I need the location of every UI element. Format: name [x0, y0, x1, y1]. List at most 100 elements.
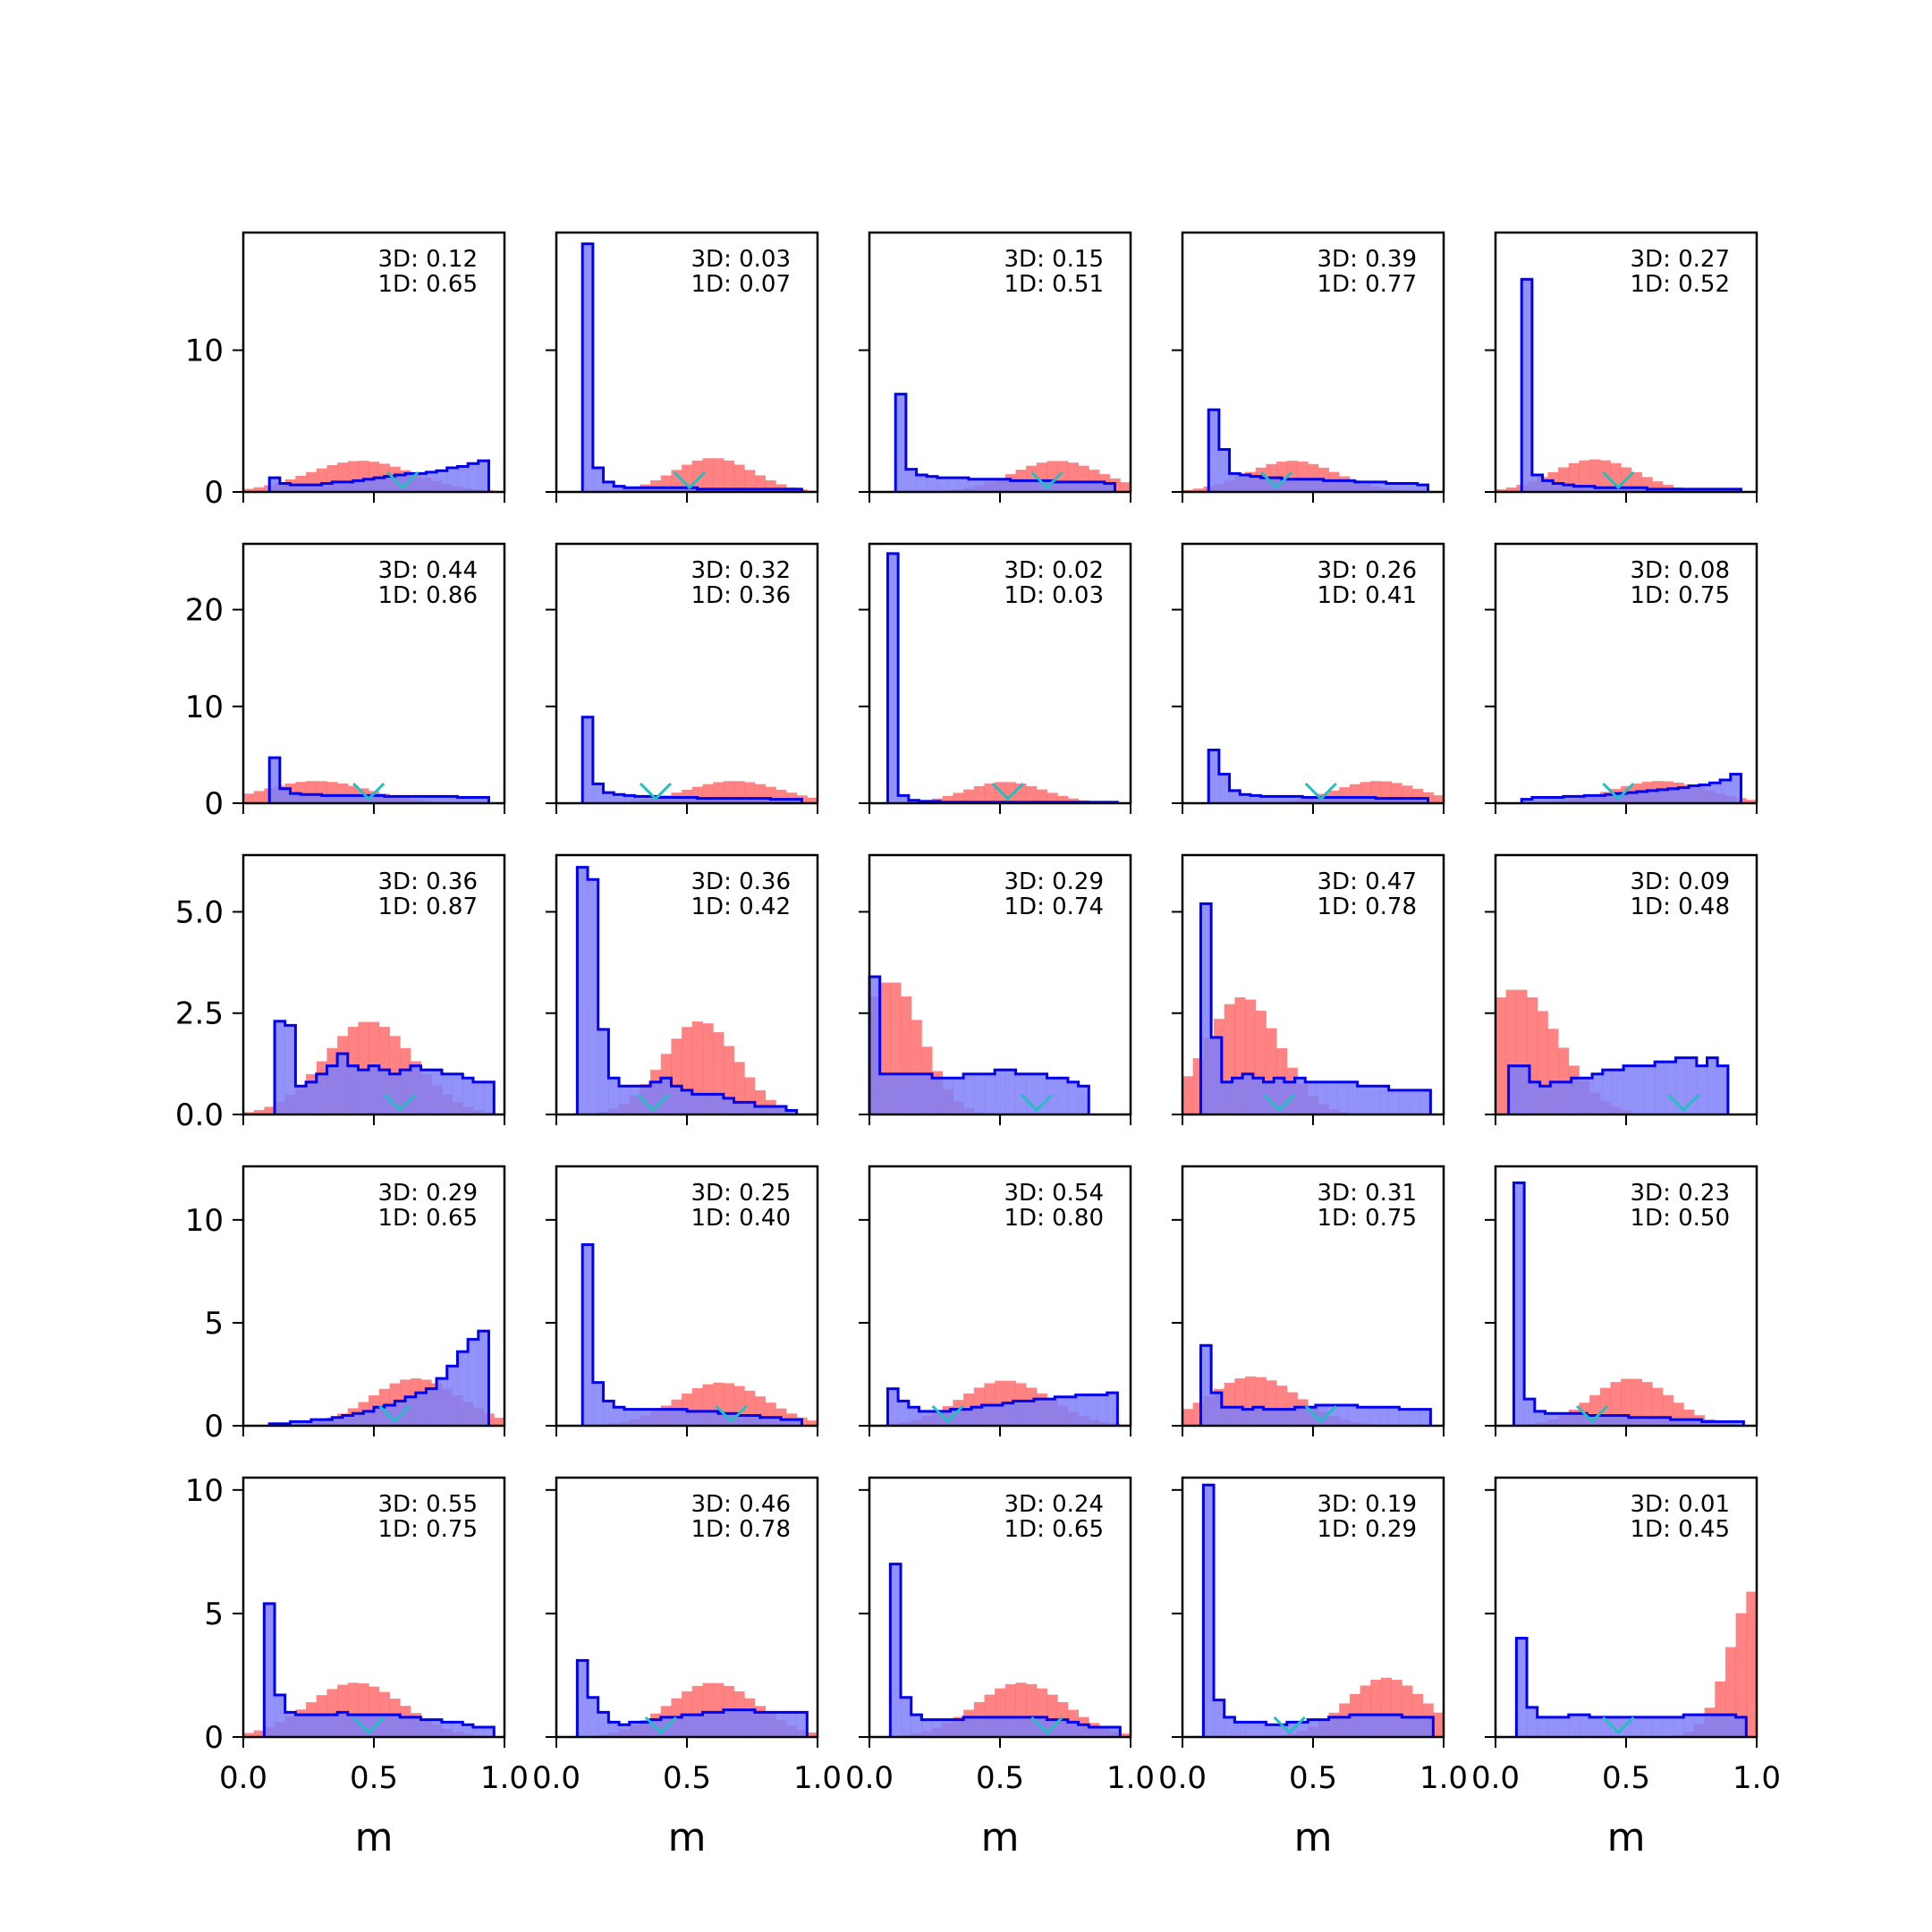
red-bar	[1067, 798, 1079, 803]
blue-bar	[927, 476, 938, 492]
y-tick-label: 10	[185, 334, 224, 369]
blue-bar	[1399, 1409, 1411, 1426]
blue-bar	[316, 1715, 327, 1737]
blue-bar	[1407, 798, 1419, 803]
blue-bar	[1344, 480, 1356, 492]
annotation-3d: 3D: 0.09	[1631, 869, 1730, 895]
blue-outline	[1507, 1056, 1730, 1114]
red-bar	[682, 464, 693, 492]
blue-bar	[676, 487, 688, 492]
blue-bar	[1250, 476, 1261, 492]
blue-bar	[1346, 1081, 1359, 1114]
marker-v	[1030, 470, 1063, 490]
marker-v	[1262, 1093, 1296, 1113]
blue-bar	[1221, 1081, 1233, 1114]
blue-bar	[603, 792, 614, 803]
blue-bar	[1334, 797, 1345, 803]
blue-bar	[984, 1073, 996, 1114]
blue-bar	[1521, 279, 1533, 492]
blue-bar	[1683, 1715, 1695, 1737]
blue-bar	[989, 479, 1001, 492]
blue-bar	[301, 794, 312, 803]
marker-v	[352, 782, 386, 801]
blue-bar	[619, 1086, 631, 1114]
blue-bar	[264, 1603, 275, 1737]
red-bar	[702, 1023, 714, 1114]
blue-bar	[1529, 1081, 1541, 1114]
blue-bar	[1026, 1716, 1038, 1737]
blue-bar	[879, 1073, 891, 1114]
red-bar	[1631, 1378, 1642, 1426]
marker-v	[1304, 782, 1337, 801]
blue-bar	[1579, 1715, 1590, 1737]
blue-bar	[295, 1715, 307, 1737]
blue-bar	[995, 1716, 1006, 1737]
annotation-3d: 3D: 0.24	[1004, 1491, 1104, 1518]
blue-bar	[1380, 1715, 1392, 1737]
blue-bar	[614, 486, 625, 492]
blue-bar	[306, 1081, 318, 1114]
annotation-3d: 3D: 0.36	[378, 869, 478, 895]
blue-bar	[1615, 487, 1627, 492]
blue-outline	[580, 716, 803, 803]
blue-bar	[306, 1715, 318, 1737]
blue-bar	[1250, 795, 1261, 803]
blue-bar	[352, 480, 364, 492]
blue-bar	[1581, 1078, 1593, 1114]
blue-bar	[785, 1110, 798, 1114]
blue-bar	[389, 1073, 401, 1114]
blue-bar	[483, 1726, 495, 1737]
blue-bar	[269, 478, 281, 492]
blue-bar	[462, 1724, 474, 1737]
blue-bar	[697, 1411, 708, 1426]
blue-bar	[1357, 1407, 1368, 1426]
blue-bar	[1229, 790, 1241, 803]
x-tick-label: 0.5	[663, 1760, 711, 1796]
blue-bar	[446, 1366, 458, 1426]
blue-bar	[1516, 1638, 1528, 1737]
blue-bar	[1644, 1065, 1656, 1114]
blue-bar	[342, 481, 354, 492]
blue-bar	[992, 1404, 1004, 1426]
blue-bar	[441, 1722, 453, 1737]
annotation-1d: 1D: 0.77	[1318, 271, 1417, 298]
blue-bar	[1002, 1402, 1013, 1426]
blue-bar	[1613, 1070, 1624, 1114]
blue-bar	[400, 1716, 411, 1737]
red-bar	[691, 460, 703, 492]
blue-bar	[1323, 797, 1335, 803]
blue-bar	[1678, 488, 1690, 492]
red-bar	[1735, 1613, 1747, 1737]
blue-bar	[1305, 1081, 1317, 1114]
marker-v	[1020, 1093, 1053, 1113]
blue-bar	[1542, 480, 1554, 492]
blue-bar	[369, 1065, 380, 1114]
blue-bar	[582, 1244, 594, 1426]
blue-bar	[901, 1073, 912, 1114]
annotation-1d: 1D: 0.40	[691, 1205, 791, 1232]
blue-bar	[1346, 1404, 1359, 1426]
blue-bar	[1208, 750, 1220, 803]
blue-bar	[791, 1419, 802, 1426]
blue-bar	[1647, 488, 1658, 492]
blue-outline	[1201, 1483, 1435, 1737]
blue-bar	[352, 1413, 364, 1426]
blue-bar	[1589, 1716, 1601, 1737]
x-tick-label: 0.5	[1602, 1760, 1650, 1796]
blue-bar	[640, 1086, 651, 1114]
blue-bar	[916, 474, 928, 492]
red-bar	[1046, 792, 1058, 803]
y-tick-label: 10	[185, 1473, 224, 1509]
blue-bar	[1407, 483, 1419, 492]
blue-bar	[1229, 473, 1241, 492]
blue-bar	[759, 488, 771, 492]
annotation-3d: 3D: 0.55	[378, 1491, 478, 1518]
blue-bar	[898, 1401, 910, 1426]
blue-bar	[995, 1070, 1006, 1114]
blue-bar	[1297, 1722, 1309, 1737]
blue-bar	[1208, 410, 1220, 492]
